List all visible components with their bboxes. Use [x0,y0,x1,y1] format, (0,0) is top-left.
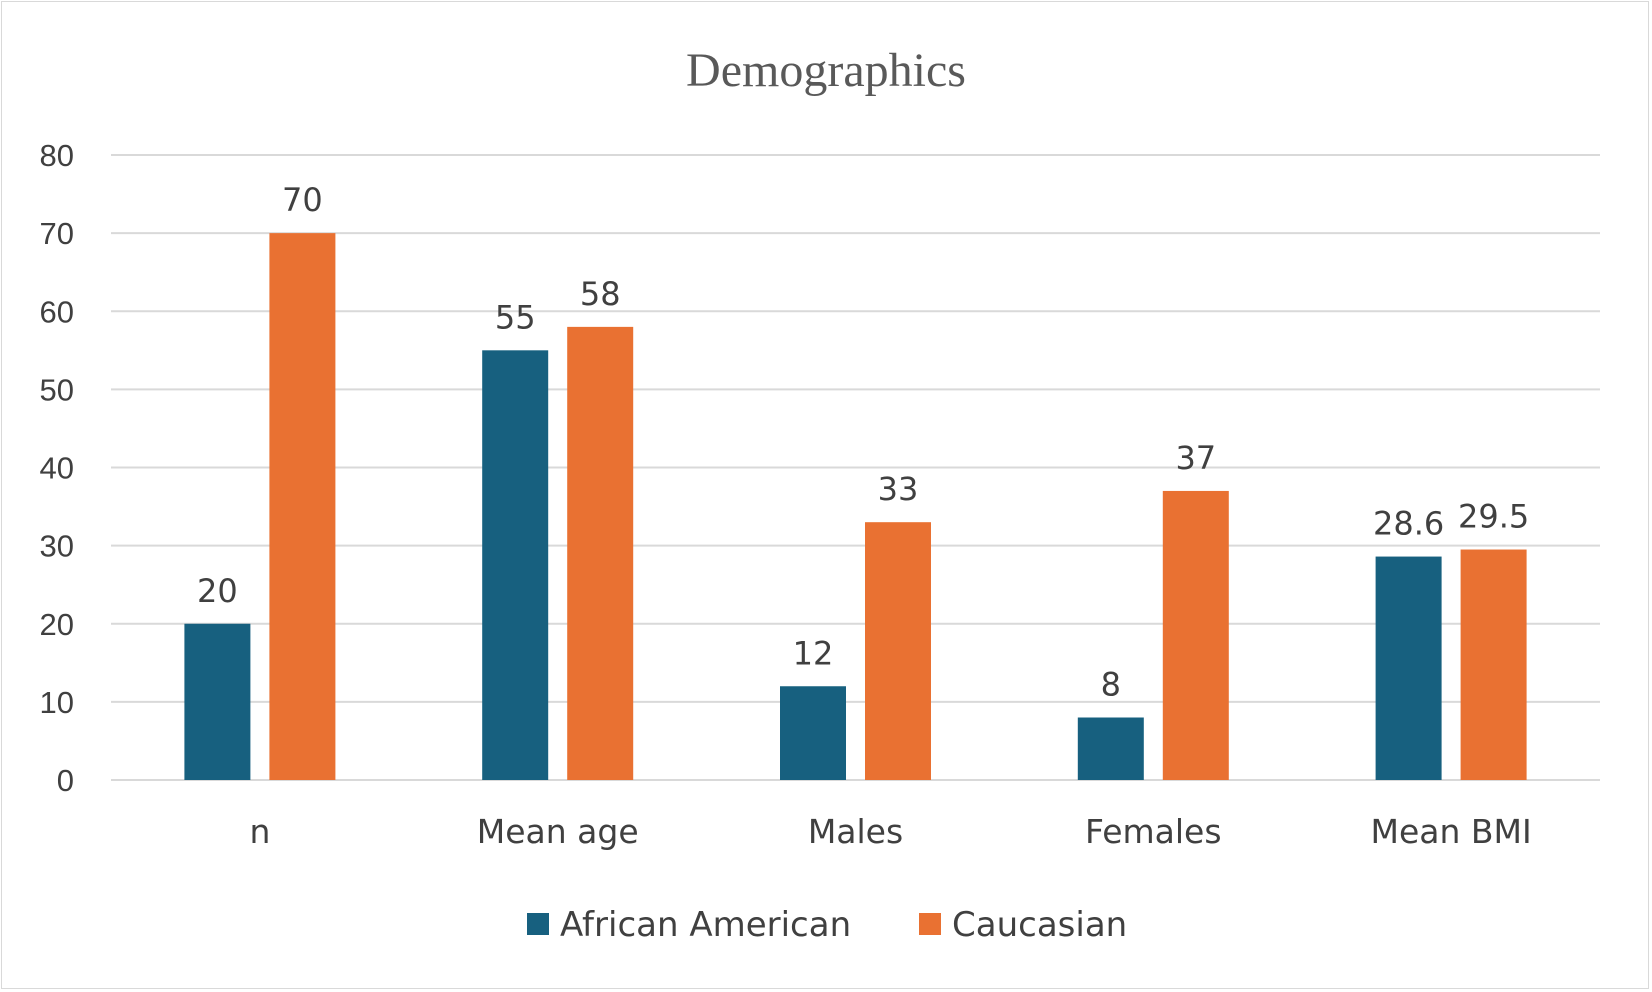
bar-african-american-females [1077,717,1144,780]
legend-swatch [919,913,941,935]
bar-african-american-n [184,623,251,780]
legend-label: Caucasian [952,905,1127,945]
y-axis-ticks: 0 10 20 30 40 50 60 70 80 [40,138,74,798]
y-tick-label: 70 [40,216,74,251]
bar-caucasian-females [1162,490,1229,780]
legend-swatch [527,913,549,935]
x-category-label: n [249,812,270,851]
data-label: 28.6 [1373,505,1444,543]
data-label: 55 [495,298,536,336]
y-tick-label: 60 [40,294,74,329]
x-category-label: Mean age [477,812,639,851]
category-labels: n Mean age Males Females Mean BMI [249,812,1531,851]
data-label: 70 [282,181,323,219]
x-category-label: Males [808,812,903,851]
data-label: 8 [1101,666,1121,704]
x-category-label: Mean BMI [1370,812,1531,851]
y-tick-label: 50 [40,372,74,407]
chart-title: Demographics [686,44,966,97]
data-label: 29.5 [1458,498,1529,536]
y-tick-label: 20 [40,607,74,642]
y-tick-label: 30 [40,529,74,564]
data-label: 20 [197,572,238,610]
y-tick-label: 10 [40,685,74,720]
y-tick-label: 40 [40,451,74,486]
data-label: 58 [580,275,621,313]
data-label: 37 [1175,439,1216,477]
bar-caucasian-mean-bmi [1460,549,1527,780]
bar-caucasian-n [269,233,336,780]
bar-african-american-mean-bmi [1375,556,1442,780]
bar-caucasian-males [865,522,931,780]
bar-african-american-males [780,686,846,780]
legend-label: African American [560,905,851,945]
bar-series [184,233,1527,780]
x-category-label: Females [1085,812,1222,851]
y-tick-label: 80 [40,138,74,173]
data-label: 12 [793,634,834,672]
legend: African American Caucasian [527,905,1127,945]
bar-caucasian-mean-age [567,326,634,780]
y-tick-label: 0 [57,763,74,798]
gridlines [111,154,1600,781]
data-label: 33 [878,470,919,508]
bar-african-american-mean-age [482,350,549,780]
data-labels: 20 70 55 58 12 33 8 37 28.6 29.5 [197,181,1529,703]
